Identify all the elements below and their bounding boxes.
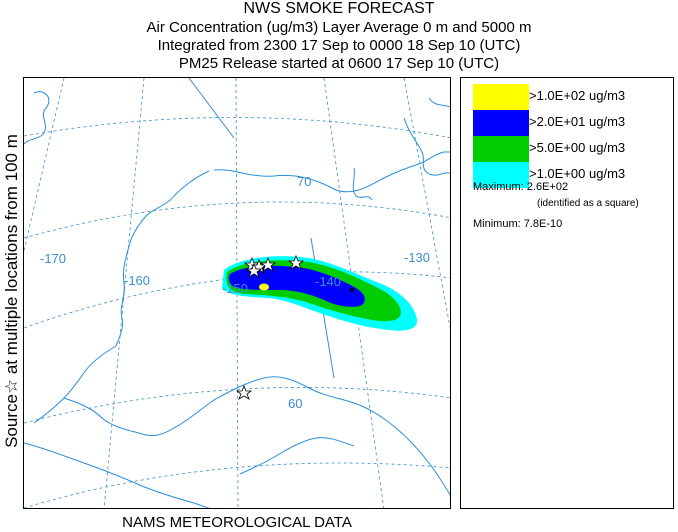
plume-yellow-zone bbox=[259, 283, 269, 291]
smoke-plume bbox=[222, 256, 418, 331]
legend-item: >1.0E+00 ug/m3 bbox=[473, 162, 669, 188]
legend-item: >5.0E+00 ug/m3 bbox=[473, 136, 669, 162]
meteorological-data-label: NAMS METEOROLOGICAL DATA bbox=[122, 514, 352, 531]
legend-item: >2.0E+01 ug/m3 bbox=[473, 110, 669, 136]
legend-label: >5.0E+00 ug/m3 bbox=[529, 140, 626, 155]
legend-label: >2.0E+01 ug/m3 bbox=[529, 114, 626, 129]
minimum-value: 7.8E-10 bbox=[523, 218, 563, 230]
legend-swatch bbox=[473, 136, 529, 162]
minimum-label: Minimum: bbox=[473, 218, 521, 230]
plume-core-dot bbox=[350, 288, 354, 292]
source-star-icon bbox=[287, 254, 305, 270]
integration-period: Integrated from 2300 17 Sep to 0000 18 S… bbox=[157, 37, 521, 54]
lon-label-170: -170 bbox=[40, 251, 66, 266]
lon-label-150: -150 bbox=[222, 281, 248, 296]
source-locations-label: Source☆ at multiple locations from 100 m bbox=[2, 134, 21, 448]
maximum-note: (identified as a square) bbox=[537, 198, 639, 209]
lat-line-55 bbox=[24, 462, 450, 508]
lat-label-70: 70 bbox=[297, 174, 311, 189]
minimum-stat: Minimum: 7.8E-10 bbox=[473, 218, 562, 230]
maximum-label: Maximum: bbox=[473, 181, 524, 193]
lat-line-75 bbox=[24, 117, 450, 139]
plume-blue-zone bbox=[228, 265, 365, 307]
lon-label-160: -160 bbox=[124, 273, 150, 288]
lat-line-60 bbox=[24, 387, 450, 424]
lon-label-140: -140 bbox=[315, 274, 341, 289]
legend-label: >1.0E+00 ug/m3 bbox=[529, 166, 626, 181]
map-canvas: -170 -160 -150 -140 -130 70 60 bbox=[24, 78, 450, 508]
source-star-icon bbox=[235, 384, 253, 400]
lon-line-130 bbox=[403, 78, 450, 330]
legend-swatch bbox=[473, 84, 529, 110]
lon-label-130: -130 bbox=[404, 250, 430, 265]
legend-panel: >1.0E+02 ug/m3 >2.0E+01 ug/m3 >5.0E+00 u… bbox=[460, 77, 674, 509]
release-info: PM25 Release started at 0600 17 Sep 10 (… bbox=[178, 55, 500, 72]
maximum-value: 2.6E+02 bbox=[526, 181, 569, 193]
source-stars bbox=[235, 254, 305, 400]
source-star-icon bbox=[245, 262, 263, 278]
coastline bbox=[24, 91, 450, 508]
legend-swatch bbox=[473, 162, 529, 188]
maximum-stat: Maximum: 2.6E+02 bbox=[473, 181, 568, 193]
source-star-icon bbox=[259, 256, 277, 272]
grid-labels: -170 -160 -150 -140 -130 70 60 bbox=[40, 174, 430, 411]
concentration-subtitle: Air Concentration (ug/m3) Layer Average … bbox=[146, 19, 532, 36]
legend-label: >1.0E+02 ug/m3 bbox=[529, 88, 626, 103]
lat-line-70 bbox=[24, 201, 450, 239]
forecast-title: NWS SMOKE FORECAST bbox=[243, 0, 435, 17]
smoke-map: -170 -160 -150 -140 -130 70 60 bbox=[23, 77, 451, 509]
boundary-line-north bbox=[188, 78, 235, 139]
lon-line-170 bbox=[24, 78, 65, 253]
lat-label-60: 60 bbox=[288, 396, 302, 411]
legend-swatch bbox=[473, 110, 529, 136]
legend-item: >1.0E+02 ug/m3 bbox=[473, 84, 669, 110]
